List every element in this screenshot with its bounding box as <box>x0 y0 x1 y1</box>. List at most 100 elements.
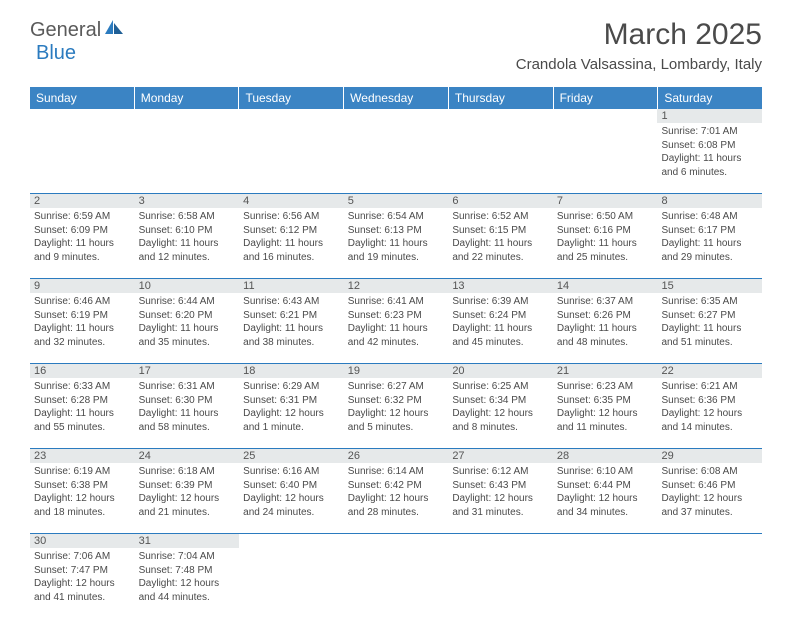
day-number <box>239 534 344 548</box>
day-number <box>553 109 658 123</box>
sunrise-text: Sunrise: 6:21 AM <box>661 380 758 394</box>
daylight-text: Daylight: 12 hours and 28 minutes. <box>348 492 445 519</box>
logo-text-general: General <box>30 19 101 42</box>
day-cell: Sunrise: 6:41 AMSunset: 6:23 PMDaylight:… <box>344 293 449 363</box>
day-number <box>448 534 553 548</box>
sunset-text: Sunset: 6:30 PM <box>139 394 236 408</box>
day-cell: Sunrise: 6:50 AMSunset: 6:16 PMDaylight:… <box>553 208 658 278</box>
sunset-text: Sunset: 6:40 PM <box>243 479 340 493</box>
day-cell <box>30 123 135 193</box>
sunrise-text: Sunrise: 6:16 AM <box>243 465 340 479</box>
day-number <box>135 109 240 123</box>
sunset-text: Sunset: 6:10 PM <box>139 224 236 238</box>
day-cell: Sunrise: 6:31 AMSunset: 6:30 PMDaylight:… <box>135 378 240 448</box>
daylight-text: Daylight: 11 hours and 29 minutes. <box>661 237 758 264</box>
sunrise-text: Sunrise: 6:31 AM <box>139 380 236 394</box>
day-cell <box>239 123 344 193</box>
day-cell <box>448 123 553 193</box>
daylight-text: Daylight: 11 hours and 55 minutes. <box>34 407 131 434</box>
day-header: Thursday <box>449 87 554 109</box>
day-number: 2 <box>30 194 135 208</box>
day-number: 29 <box>657 449 762 463</box>
day-cell: Sunrise: 6:10 AMSunset: 6:44 PMDaylight:… <box>553 463 658 533</box>
week-row: Sunrise: 7:06 AMSunset: 7:47 PMDaylight:… <box>30 548 762 618</box>
day-number: 11 <box>239 279 344 293</box>
day-cell: Sunrise: 6:33 AMSunset: 6:28 PMDaylight:… <box>30 378 135 448</box>
day-number: 6 <box>448 194 553 208</box>
daynum-row: 2345678 <box>30 194 762 208</box>
sunset-text: Sunset: 6:32 PM <box>348 394 445 408</box>
day-number: 31 <box>135 534 240 548</box>
day-number: 7 <box>553 194 658 208</box>
sunrise-text: Sunrise: 6:23 AM <box>557 380 654 394</box>
sunset-text: Sunset: 6:35 PM <box>557 394 654 408</box>
sunrise-text: Sunrise: 6:59 AM <box>34 210 131 224</box>
sunrise-text: Sunrise: 6:37 AM <box>557 295 654 309</box>
day-number: 20 <box>448 364 553 378</box>
daylight-text: Daylight: 11 hours and 51 minutes. <box>661 322 758 349</box>
day-cell: Sunrise: 6:27 AMSunset: 6:32 PMDaylight:… <box>344 378 449 448</box>
daylight-text: Daylight: 11 hours and 19 minutes. <box>348 237 445 264</box>
day-number: 15 <box>657 279 762 293</box>
daylight-text: Daylight: 12 hours and 1 minute. <box>243 407 340 434</box>
daylight-text: Daylight: 11 hours and 48 minutes. <box>557 322 654 349</box>
day-number: 13 <box>448 279 553 293</box>
day-number: 12 <box>344 279 449 293</box>
day-cell: Sunrise: 6:58 AMSunset: 6:10 PMDaylight:… <box>135 208 240 278</box>
daynum-row: 16171819202122 <box>30 364 762 378</box>
day-cell: Sunrise: 7:04 AMSunset: 7:48 PMDaylight:… <box>135 548 240 618</box>
day-number: 16 <box>30 364 135 378</box>
sunrise-text: Sunrise: 7:01 AM <box>661 125 758 139</box>
sunrise-text: Sunrise: 7:04 AM <box>139 550 236 564</box>
sunset-text: Sunset: 6:23 PM <box>348 309 445 323</box>
day-number: 26 <box>344 449 449 463</box>
sunrise-text: Sunrise: 6:35 AM <box>661 295 758 309</box>
day-cell <box>344 548 449 618</box>
day-cell: Sunrise: 6:48 AMSunset: 6:17 PMDaylight:… <box>657 208 762 278</box>
sunrise-text: Sunrise: 6:50 AM <box>557 210 654 224</box>
week-row: Sunrise: 6:46 AMSunset: 6:19 PMDaylight:… <box>30 293 762 364</box>
day-cell: Sunrise: 6:39 AMSunset: 6:24 PMDaylight:… <box>448 293 553 363</box>
header: General March 2025 Crandola Valsassina, … <box>0 0 792 79</box>
sunset-text: Sunset: 6:20 PM <box>139 309 236 323</box>
day-cell: Sunrise: 6:52 AMSunset: 6:15 PMDaylight:… <box>448 208 553 278</box>
daynum-row: 3031 <box>30 534 762 548</box>
day-number <box>344 534 449 548</box>
daylight-text: Daylight: 12 hours and 41 minutes. <box>34 577 131 604</box>
sunset-text: Sunset: 6:42 PM <box>348 479 445 493</box>
day-number <box>657 534 762 548</box>
sunset-text: Sunset: 6:43 PM <box>452 479 549 493</box>
day-number <box>553 534 658 548</box>
day-cell: Sunrise: 6:18 AMSunset: 6:39 PMDaylight:… <box>135 463 240 533</box>
day-number: 22 <box>657 364 762 378</box>
sunset-text: Sunset: 6:39 PM <box>139 479 236 493</box>
daynum-row: 1 <box>30 109 762 123</box>
day-cell: Sunrise: 6:25 AMSunset: 6:34 PMDaylight:… <box>448 378 553 448</box>
sunset-text: Sunset: 6:28 PM <box>34 394 131 408</box>
day-cell <box>344 123 449 193</box>
month-title: March 2025 <box>516 18 762 52</box>
day-number: 18 <box>239 364 344 378</box>
day-number: 5 <box>344 194 449 208</box>
day-cell: Sunrise: 7:06 AMSunset: 7:47 PMDaylight:… <box>30 548 135 618</box>
sunset-text: Sunset: 6:38 PM <box>34 479 131 493</box>
sunset-text: Sunset: 6:19 PM <box>34 309 131 323</box>
sunset-text: Sunset: 6:27 PM <box>661 309 758 323</box>
day-number <box>344 109 449 123</box>
sunrise-text: Sunrise: 6:41 AM <box>348 295 445 309</box>
day-cell: Sunrise: 6:56 AMSunset: 6:12 PMDaylight:… <box>239 208 344 278</box>
logo: General <box>30 18 127 42</box>
day-cell: Sunrise: 6:59 AMSunset: 6:09 PMDaylight:… <box>30 208 135 278</box>
title-block: March 2025 Crandola Valsassina, Lombardy… <box>516 18 762 73</box>
day-number: 23 <box>30 449 135 463</box>
day-number <box>239 109 344 123</box>
daylight-text: Daylight: 11 hours and 22 minutes. <box>452 237 549 264</box>
day-cell: Sunrise: 7:01 AMSunset: 6:08 PMDaylight:… <box>657 123 762 193</box>
sunrise-text: Sunrise: 6:12 AM <box>452 465 549 479</box>
day-number: 14 <box>553 279 658 293</box>
sunrise-text: Sunrise: 6:52 AM <box>452 210 549 224</box>
day-number: 30 <box>30 534 135 548</box>
day-number: 3 <box>135 194 240 208</box>
sunset-text: Sunset: 6:26 PM <box>557 309 654 323</box>
day-cell: Sunrise: 6:43 AMSunset: 6:21 PMDaylight:… <box>239 293 344 363</box>
